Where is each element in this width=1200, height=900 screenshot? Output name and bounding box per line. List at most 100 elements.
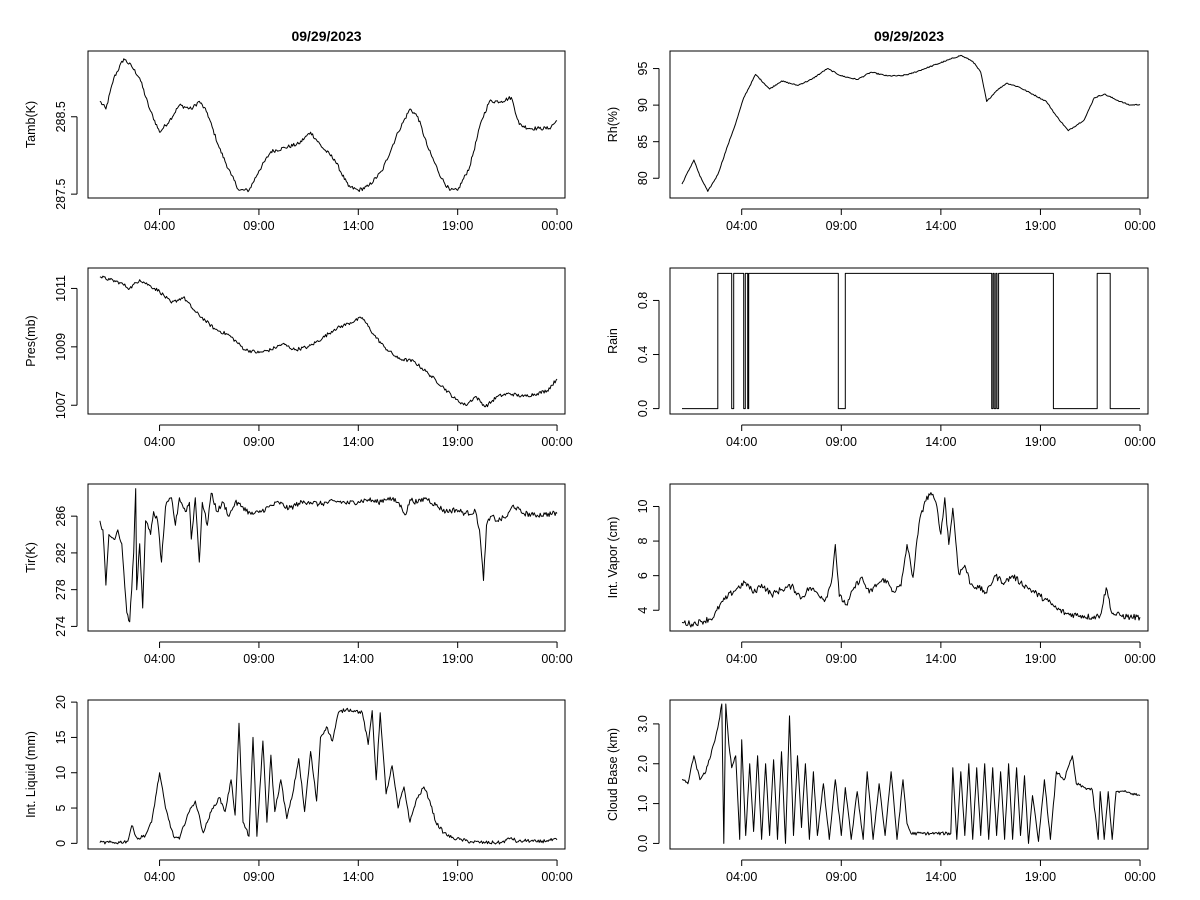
y-tick-label: 1.0 xyxy=(636,795,650,812)
x-tick-label: 00:00 xyxy=(1124,652,1155,666)
y-tick-label: 282 xyxy=(54,542,68,563)
x-tick-label: 04:00 xyxy=(144,219,175,233)
y-tick-label: 274 xyxy=(54,616,68,637)
x-tick-label: 19:00 xyxy=(1025,870,1056,884)
x-tick-label: 19:00 xyxy=(442,435,473,449)
x-tick-label: 14:00 xyxy=(343,652,374,666)
panel-vapor: 04:00 09:00 14:00 19:00 00:00 4 6 8 10 Int. Vapor… xyxy=(606,483,1156,666)
x-tick-label: 19:00 xyxy=(442,870,473,884)
plot-frame xyxy=(87,699,566,850)
y-tick-label: 6 xyxy=(636,572,650,579)
y-tick-label: 278 xyxy=(54,579,68,600)
y-tick-label: 3.0 xyxy=(636,715,650,732)
y-tick-label: 0.0 xyxy=(636,400,650,417)
x-tick-label: 00:00 xyxy=(1124,435,1155,449)
plot-frame xyxy=(669,483,1149,632)
y-tick-label: 0.8 xyxy=(636,292,650,309)
series-line-rh xyxy=(681,54,1141,192)
x-tick-label: 14:00 xyxy=(925,435,956,449)
y-axis-label: Int. Vapor (cm) xyxy=(606,517,620,599)
series-line-pres xyxy=(99,275,558,408)
x-tick-label: 19:00 xyxy=(1025,435,1056,449)
y-axis-label: Tamb(K) xyxy=(24,101,38,148)
x-tick-label: 04:00 xyxy=(144,435,175,449)
y-tick-label: 80 xyxy=(636,171,650,185)
y-tick-label: 10 xyxy=(54,766,68,780)
x-tick-label: 09:00 xyxy=(243,219,274,233)
x-tick-label: 19:00 xyxy=(1025,652,1056,666)
y-axis-label: Rh(%) xyxy=(606,107,620,142)
series-line-tir xyxy=(99,488,558,623)
x-tick-label: 00:00 xyxy=(541,870,572,884)
plot-frame xyxy=(87,267,566,415)
panel-tamb: 09/29/2023 04:00 09:00 14:00 19:00 00:00 287.5… xyxy=(24,28,573,233)
x-tick-label: 04:00 xyxy=(726,652,757,666)
x-tick-label: 09:00 xyxy=(243,870,274,884)
x-tick-label: 19:00 xyxy=(442,652,473,666)
panel-cloud: 04:00 09:00 14:00 19:00 00:00 0.0 1.0 2.0 3.0 Clo… xyxy=(606,699,1156,884)
plot-frame xyxy=(87,50,566,199)
x-tick-label: 14:00 xyxy=(925,870,956,884)
x-tick-label: 00:00 xyxy=(541,652,572,666)
y-tick-label: 95 xyxy=(636,62,650,76)
panel-rain: 04:00 09:00 14:00 19:00 00:00 0.0 0.4 0.8 Rain xyxy=(606,267,1156,449)
plot-frame xyxy=(669,699,1149,850)
x-tick-label: 09:00 xyxy=(826,219,857,233)
panel-pres: 04:00 09:00 14:00 19:00 00:00 1007 1009 1011 Pre… xyxy=(24,267,573,449)
series-line-vapor xyxy=(681,492,1141,628)
x-tick-label: 04:00 xyxy=(726,219,757,233)
x-tick-label: 00:00 xyxy=(541,435,572,449)
x-tick-label: 19:00 xyxy=(1025,219,1056,233)
y-tick-label: 85 xyxy=(636,135,650,149)
series-line-liquid xyxy=(99,707,558,845)
y-tick-label: 8 xyxy=(636,538,650,545)
x-tick-label: 09:00 xyxy=(826,435,857,449)
y-tick-label: 90 xyxy=(636,98,650,112)
x-tick-label: 14:00 xyxy=(343,219,374,233)
y-tick-label: 0.4 xyxy=(636,346,650,363)
panel-rh: 09/29/2023 04:00 09:00 14:00 19:00 00:00 80 85 9… xyxy=(606,28,1156,233)
panel-liquid: 04:00 09:00 14:00 19:00 00:00 0 5 10 15 20 Int. Li… xyxy=(24,695,573,884)
y-axis-label: Tir(K) xyxy=(24,542,38,573)
y-tick-label: 0 xyxy=(54,840,68,847)
series-line-cloud xyxy=(681,703,1141,844)
y-tick-label: 287.5 xyxy=(54,178,68,209)
y-tick-label: 1007 xyxy=(54,391,68,419)
panel-tir: 04:00 09:00 14:00 19:00 00:00 274 278 282 286 Tir… xyxy=(24,483,573,666)
x-tick-label: 04:00 xyxy=(726,870,757,884)
x-tick-label: 14:00 xyxy=(925,219,956,233)
y-tick-label: 286 xyxy=(54,506,68,527)
y-tick-label: 1011 xyxy=(54,275,68,302)
y-tick-label: 4 xyxy=(636,607,650,614)
series-line-tamb xyxy=(99,58,558,193)
series-line-rain xyxy=(682,272,1140,410)
y-tick-label: 1009 xyxy=(54,333,68,361)
x-tick-label: 04:00 xyxy=(144,652,175,666)
chart-title: 09/29/2023 xyxy=(291,28,361,44)
x-tick-label: 14:00 xyxy=(925,652,956,666)
x-tick-label: 09:00 xyxy=(243,652,274,666)
x-tick-label: 09:00 xyxy=(826,652,857,666)
x-tick-label: 14:00 xyxy=(343,435,374,449)
x-tick-label: 00:00 xyxy=(1124,219,1155,233)
plot-frame xyxy=(87,483,566,632)
y-tick-label: 10 xyxy=(636,499,650,513)
x-tick-label: 19:00 xyxy=(442,219,473,233)
x-tick-label: 04:00 xyxy=(726,435,757,449)
y-tick-label: 5 xyxy=(54,805,68,812)
x-tick-label: 04:00 xyxy=(144,870,175,884)
y-tick-label: 2.0 xyxy=(636,755,650,772)
y-tick-label: 0.0 xyxy=(636,835,650,852)
y-axis-label: Int. Liquid (mm) xyxy=(24,731,38,818)
x-tick-label: 09:00 xyxy=(826,870,857,884)
x-tick-label: 09:00 xyxy=(243,435,274,449)
x-tick-label: 00:00 xyxy=(541,219,572,233)
y-tick-label: 20 xyxy=(54,695,68,709)
plot-frame xyxy=(669,267,1149,415)
plot-frame xyxy=(669,50,1149,199)
x-tick-label: 14:00 xyxy=(343,870,374,884)
y-axis-label: Pres(mb) xyxy=(24,315,38,366)
x-tick-label: 00:00 xyxy=(1124,870,1155,884)
chart-title: 09/29/2023 xyxy=(874,28,944,44)
